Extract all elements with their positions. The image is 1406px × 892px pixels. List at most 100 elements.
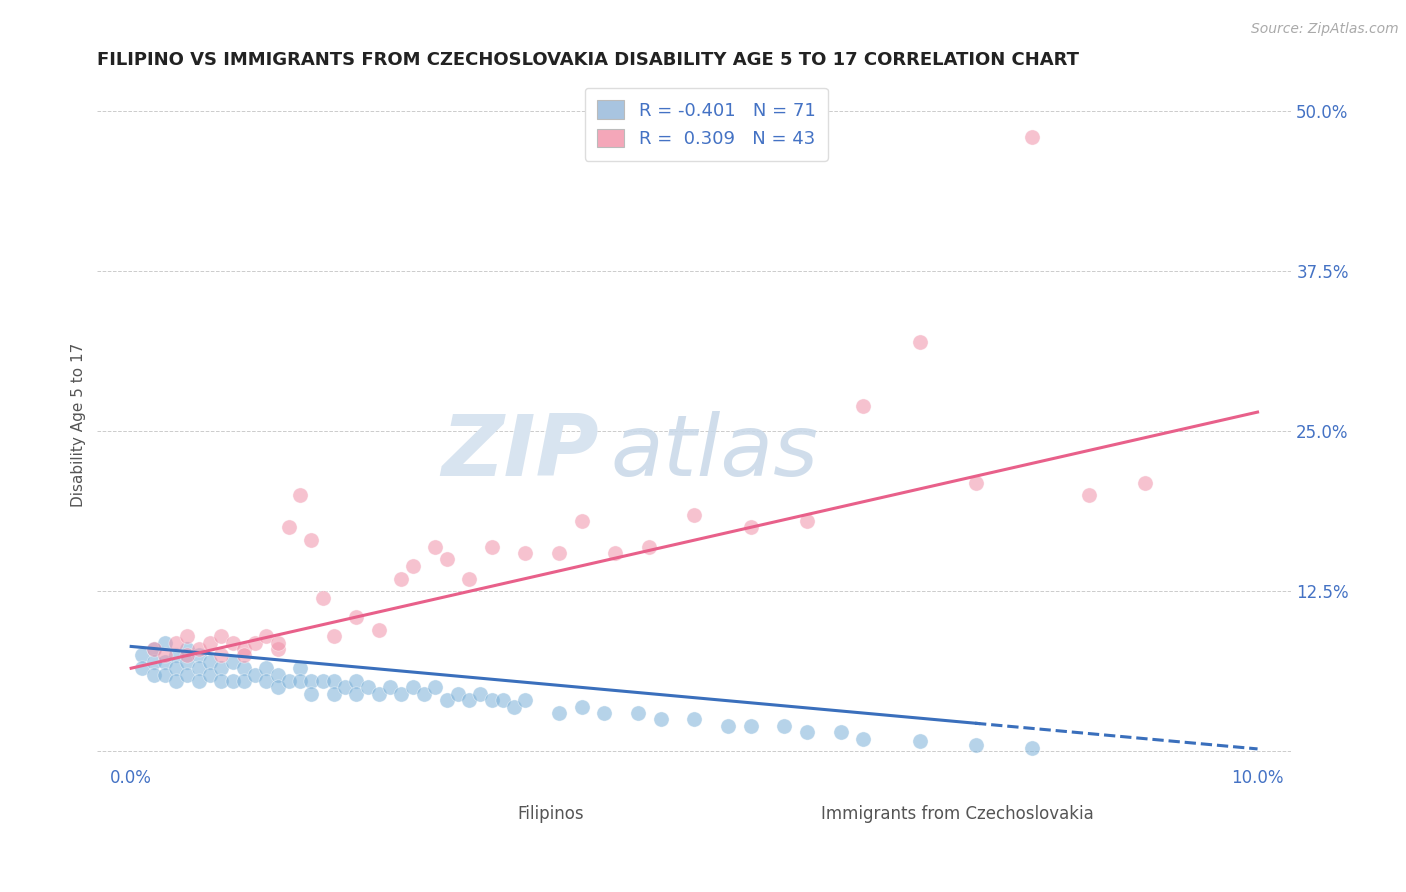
Point — [852, 731, 875, 746]
Point — [131, 648, 153, 663]
Point — [322, 687, 344, 701]
Text: Source: ZipAtlas.com: Source: ZipAtlas.com — [1251, 22, 1399, 37]
Legend: R = -0.401   N = 71, R =  0.309   N = 43: R = -0.401 N = 71, R = 0.309 N = 43 — [585, 87, 828, 161]
Point — [299, 533, 322, 548]
Point — [299, 673, 322, 688]
Point — [796, 514, 818, 528]
Point — [515, 693, 537, 707]
Point — [852, 399, 875, 413]
Point — [198, 655, 221, 669]
Point — [277, 673, 299, 688]
Point — [447, 687, 470, 701]
Point — [740, 520, 762, 534]
Point — [187, 673, 209, 688]
Point — [176, 667, 198, 681]
Point — [368, 687, 391, 701]
Point — [322, 673, 344, 688]
Point — [333, 681, 356, 695]
Point — [209, 648, 232, 663]
Text: ZIP: ZIP — [441, 410, 599, 493]
Point — [142, 642, 165, 657]
Point — [165, 673, 187, 688]
Point — [266, 667, 288, 681]
Point — [908, 734, 931, 748]
Point — [176, 642, 198, 657]
Point — [187, 648, 209, 663]
Point — [548, 546, 571, 560]
Point — [142, 667, 165, 681]
Point — [277, 520, 299, 534]
Point — [436, 552, 458, 566]
Point — [232, 661, 254, 675]
Point — [548, 706, 571, 720]
Point — [593, 706, 616, 720]
Point — [131, 661, 153, 675]
Point — [571, 699, 593, 714]
Point — [965, 738, 987, 752]
Point — [492, 693, 515, 707]
Point — [187, 642, 209, 657]
Point — [346, 687, 368, 701]
Point — [176, 629, 198, 643]
Text: FILIPINO VS IMMIGRANTS FROM CZECHOSLOVAKIA DISABILITY AGE 5 TO 17 CORRELATION CH: FILIPINO VS IMMIGRANTS FROM CZECHOSLOVAK… — [97, 51, 1080, 69]
Point — [254, 661, 277, 675]
Point — [187, 661, 209, 675]
Point — [209, 629, 232, 643]
Point — [908, 334, 931, 349]
Point — [165, 635, 187, 649]
Point — [153, 667, 176, 681]
Point — [1133, 475, 1156, 490]
Point — [176, 655, 198, 669]
Point — [740, 719, 762, 733]
Point — [221, 655, 243, 669]
Point — [638, 540, 661, 554]
Point — [368, 623, 391, 637]
Point — [402, 681, 425, 695]
Point — [515, 546, 537, 560]
Point — [458, 572, 481, 586]
Point — [288, 488, 311, 502]
Point — [142, 655, 165, 669]
Point — [1021, 129, 1043, 144]
Point — [503, 699, 526, 714]
Point — [717, 719, 740, 733]
Point — [380, 681, 402, 695]
Point — [288, 661, 311, 675]
Point — [209, 673, 232, 688]
Point — [1021, 740, 1043, 755]
Point — [571, 514, 593, 528]
Point — [254, 629, 277, 643]
Point — [266, 681, 288, 695]
Point — [796, 725, 818, 739]
Point — [683, 508, 706, 522]
Point — [209, 661, 232, 675]
Point — [413, 687, 436, 701]
Point — [165, 648, 187, 663]
Text: atlas: atlas — [610, 410, 818, 493]
Point — [470, 687, 492, 701]
Point — [288, 673, 311, 688]
Point — [481, 540, 503, 554]
Point — [176, 648, 198, 663]
Point — [243, 635, 266, 649]
Point — [153, 635, 176, 649]
Point — [357, 681, 380, 695]
Point — [232, 648, 254, 663]
Point — [232, 642, 254, 657]
Point — [221, 635, 243, 649]
Point — [299, 687, 322, 701]
Point — [436, 693, 458, 707]
Point — [142, 642, 165, 657]
Point — [198, 635, 221, 649]
Point — [425, 681, 447, 695]
Point — [391, 572, 413, 586]
Point — [165, 661, 187, 675]
Point — [322, 629, 344, 643]
Point — [153, 655, 176, 669]
Point — [1077, 488, 1099, 502]
Point — [830, 725, 852, 739]
Point — [266, 642, 288, 657]
Point — [153, 648, 176, 663]
Point — [605, 546, 627, 560]
Point — [266, 635, 288, 649]
